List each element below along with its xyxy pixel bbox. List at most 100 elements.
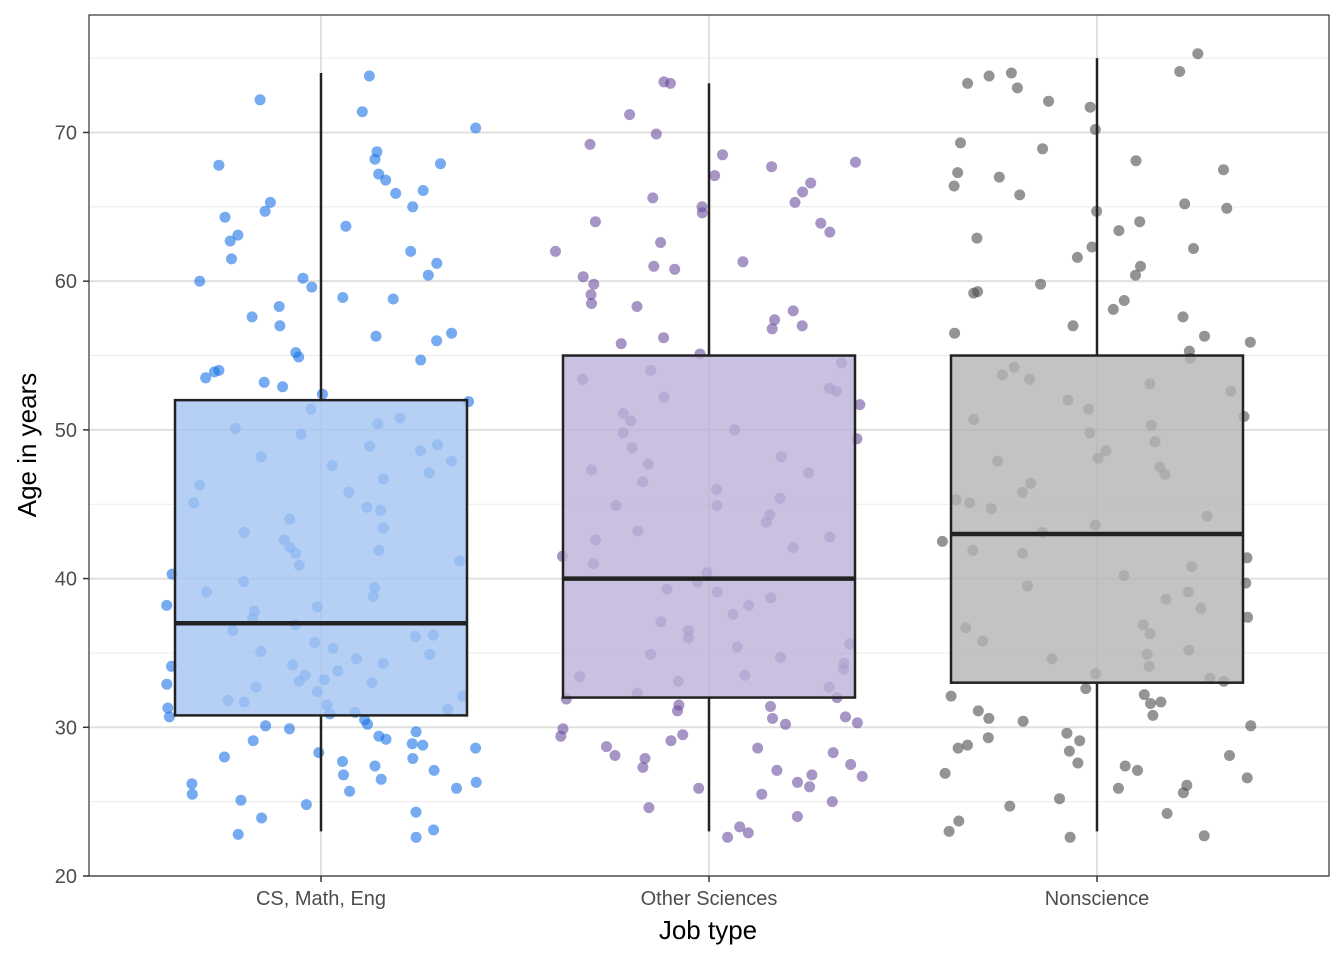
data-point — [742, 827, 754, 839]
data-point — [161, 678, 173, 690]
data-point — [232, 229, 244, 241]
data-point — [162, 702, 174, 714]
data-point — [796, 320, 808, 332]
data-point — [344, 785, 356, 797]
data-point — [1054, 793, 1065, 805]
data-point — [1037, 143, 1049, 155]
data-point — [1112, 782, 1124, 794]
data-point — [277, 381, 289, 393]
data-point — [387, 293, 399, 305]
box-0 — [173, 72, 469, 832]
data-point — [1130, 269, 1141, 281]
data-point — [815, 217, 827, 229]
data-point — [1119, 760, 1131, 772]
data-point — [789, 196, 801, 208]
data-point — [983, 712, 995, 724]
data-point — [410, 806, 422, 818]
data-point — [669, 263, 681, 275]
data-point — [824, 226, 836, 238]
data-point — [340, 220, 352, 232]
data-point — [648, 260, 660, 272]
box-1 — [561, 83, 857, 832]
iqr-box — [949, 354, 1245, 684]
data-point — [577, 271, 589, 283]
data-point — [1080, 683, 1092, 695]
data-point — [254, 94, 266, 106]
data-point — [693, 782, 705, 794]
iqr-box — [173, 398, 469, 717]
data-point — [338, 769, 349, 781]
data-point — [972, 705, 984, 717]
data-point — [1017, 715, 1029, 727]
data-point — [637, 761, 649, 773]
data-point — [584, 138, 596, 150]
data-point — [186, 778, 198, 790]
data-point — [274, 320, 286, 332]
data-point — [369, 153, 381, 165]
data-point — [971, 232, 983, 244]
data-point — [672, 705, 683, 717]
data-point — [431, 257, 443, 269]
data-point — [709, 170, 721, 182]
data-point — [804, 781, 816, 793]
data-point — [369, 760, 381, 772]
data-point — [1147, 709, 1159, 721]
data-point — [767, 712, 778, 724]
data-point — [218, 751, 230, 763]
data-point — [260, 720, 272, 732]
data-point — [186, 788, 198, 800]
data-point — [224, 235, 236, 247]
data-point — [655, 237, 667, 248]
data-point — [451, 782, 462, 794]
data-point — [983, 70, 995, 82]
y-tick-label: 60 — [55, 271, 77, 293]
data-point — [601, 741, 612, 753]
data-point — [264, 196, 276, 208]
data-point — [407, 753, 419, 764]
data-point — [470, 742, 482, 754]
data-point — [1177, 311, 1189, 323]
y-tick-label: 30 — [55, 717, 77, 739]
data-point — [1155, 696, 1167, 708]
data-point — [380, 733, 392, 745]
data-point — [734, 821, 746, 833]
data-point — [1014, 189, 1026, 201]
data-point — [213, 159, 225, 171]
data-point — [300, 799, 312, 811]
data-point — [555, 730, 567, 742]
data-point — [643, 802, 655, 814]
data-point — [1035, 278, 1047, 290]
data-point — [1130, 155, 1142, 167]
data-point — [854, 399, 866, 411]
data-point — [410, 831, 422, 843]
data-point — [766, 161, 778, 173]
data-point — [373, 168, 385, 180]
data-point — [1242, 611, 1254, 623]
data-point — [639, 753, 651, 764]
data-point — [1245, 720, 1257, 732]
data-point — [470, 122, 482, 134]
data-point — [665, 735, 677, 747]
data-point — [1161, 808, 1173, 819]
boxes — [173, 58, 1245, 832]
data-point — [1084, 101, 1096, 113]
data-point — [194, 275, 206, 287]
data-point — [952, 167, 964, 179]
data-point — [1005, 67, 1017, 79]
data-point — [428, 824, 440, 836]
data-point — [952, 742, 964, 754]
data-point — [1072, 757, 1084, 769]
data-point — [363, 70, 375, 82]
data-point — [955, 137, 966, 149]
data-point — [1221, 202, 1233, 214]
data-point — [1199, 330, 1210, 342]
data-point — [226, 253, 237, 265]
data-point — [737, 256, 749, 268]
data-point — [771, 764, 783, 776]
data-point — [297, 272, 309, 284]
data-point — [589, 216, 601, 228]
data-point — [787, 305, 799, 317]
data-point — [765, 701, 776, 712]
data-point — [609, 750, 621, 761]
